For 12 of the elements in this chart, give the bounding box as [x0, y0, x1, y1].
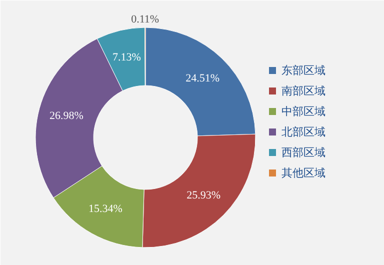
legend-label: 西部区域: [282, 146, 326, 159]
data-label: 25.93%: [186, 189, 221, 202]
legend-label: 东部区域: [282, 64, 326, 77]
legend-label: 其他区域: [282, 166, 326, 180]
legend-label: 北部区域: [282, 126, 326, 138]
legend-label: 南部区域: [282, 84, 326, 98]
data-label: 15.34%: [88, 203, 122, 216]
data-label: 7.13%: [112, 52, 141, 64]
data-label: 24.51%: [186, 72, 220, 85]
data-label: 0.11%: [131, 14, 160, 26]
legend-label: 中部区域: [282, 105, 326, 118]
data-label: 26.98%: [49, 110, 84, 122]
